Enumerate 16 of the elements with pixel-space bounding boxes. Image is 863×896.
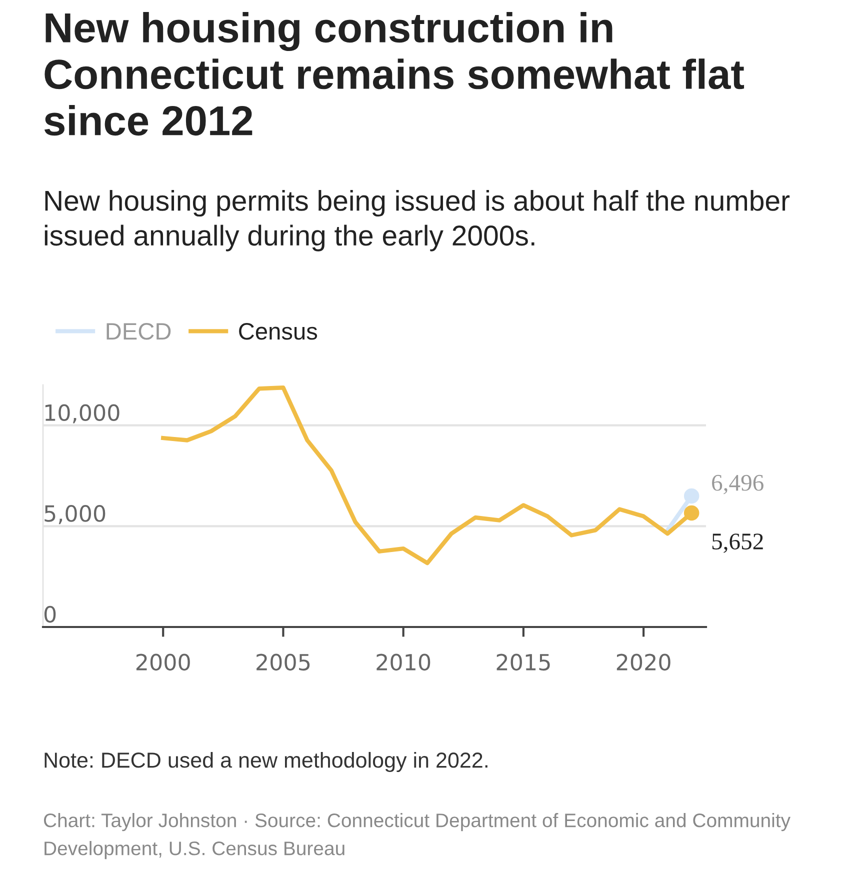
data-label: 5,652 — [712, 534, 763, 553]
legend-label: Census — [239, 323, 318, 340]
x-tick-label: 2005 — [256, 654, 310, 671]
x-tick-label: 2020 — [616, 654, 670, 671]
y-tick-label: 5,000 — [44, 505, 106, 524]
y-tick-label: 10,000 — [45, 404, 120, 424]
legend-label: DECD — [106, 323, 171, 340]
chart-title: New housing construction in Connecticut remains somewhat flat since 2012 — [44, 12, 744, 136]
data-label: 6,496 — [712, 474, 764, 494]
text: Chart: Taylor Johnston · Source: Connecticut Department of Economic and Community Development, U.S. Census Bureau — [44, 813, 790, 860]
y-tick-label: 0 — [44, 606, 56, 623]
chart-subtitle: New housing permits being issued is about half the number issued annually during the early 2000s. — [44, 190, 790, 252]
x-tick-label: 2015 — [496, 654, 550, 671]
x-tick-label: 2000 — [136, 654, 190, 671]
x-tick-label: 2010 — [376, 654, 430, 671]
text: Note: DECD used a new methodology in 2022. — [44, 752, 488, 772]
